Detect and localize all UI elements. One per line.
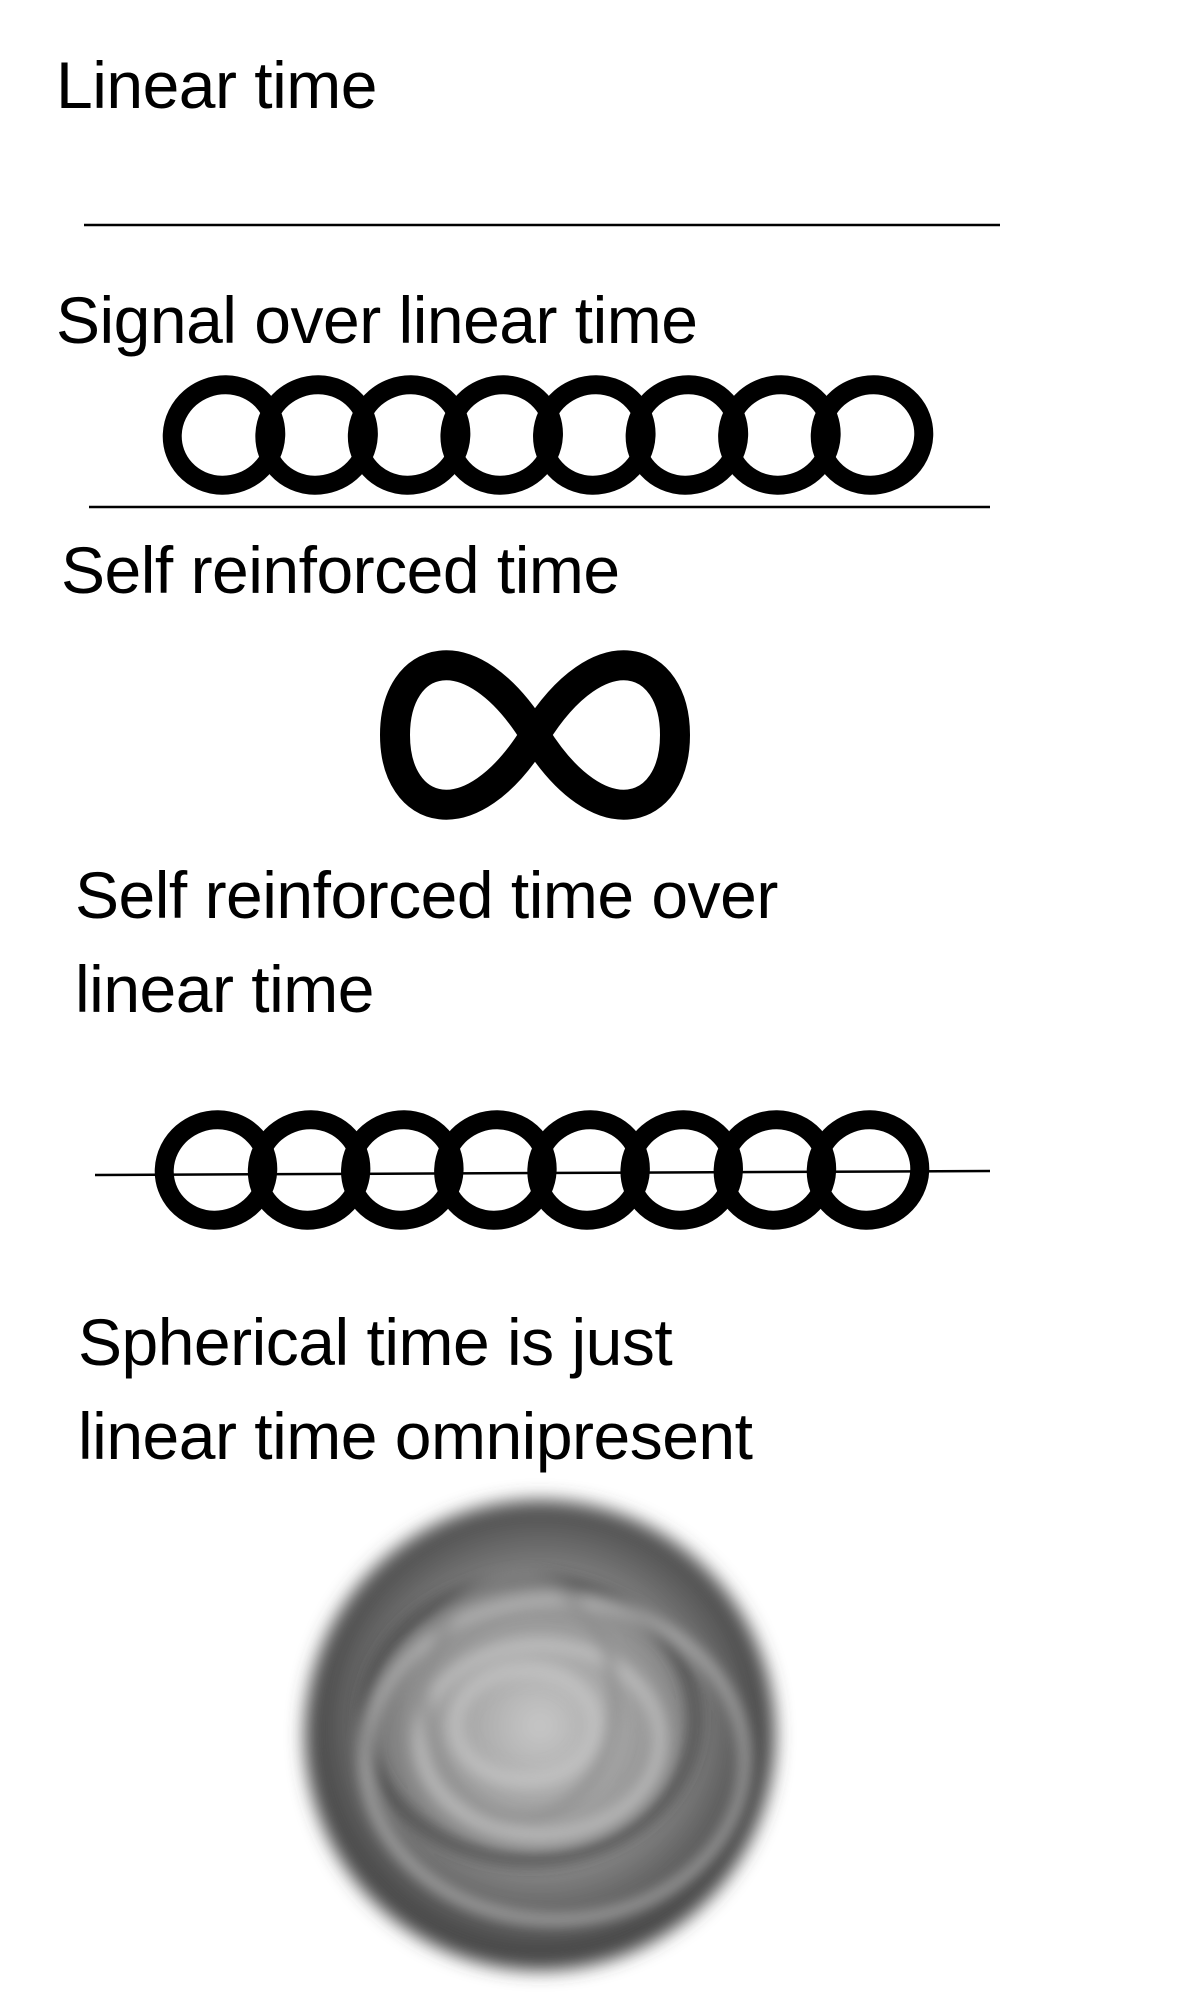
- label-line-2: linear time: [75, 952, 374, 1026]
- label-line-2: linear time omnipresent: [78, 1399, 753, 1473]
- sphere-swirl: [413, 1638, 667, 1842]
- chain-loop: [810, 375, 934, 495]
- sphere-swirl: [360, 1595, 750, 1925]
- infinity-stroke: [380, 650, 690, 820]
- self-reinforced-time-label: Self reinforced time: [61, 533, 620, 607]
- sphere-swirl: [447, 1662, 603, 1788]
- spherical-time-sphere: [305, 1500, 775, 1970]
- signal-over-linear-time-label: Signal over linear time: [56, 283, 698, 357]
- self-reinforced-over-linear-time-figure: [94, 1110, 991, 1230]
- label-line-1: Self reinforced time over: [75, 858, 778, 932]
- overlay-baseline: [94, 1169, 991, 1177]
- overlay-infinity-chain: [154, 1110, 930, 1230]
- label-line-1: Spherical time is just: [78, 1305, 673, 1379]
- infinity-icon: [380, 650, 690, 820]
- linear-time-label: Linear time: [56, 48, 378, 122]
- spherical-time-label: Spherical time is just linear time omnip…: [78, 1295, 753, 1483]
- chain-loop: [806, 1110, 930, 1230]
- sphere-swirl: [419, 1574, 621, 1826]
- self-reinforced-over-linear-time-label: Self reinforced time over linear time: [75, 848, 778, 1036]
- signal-infinity-chain: [162, 375, 934, 495]
- signal-over-linear-time-figure: [89, 375, 990, 509]
